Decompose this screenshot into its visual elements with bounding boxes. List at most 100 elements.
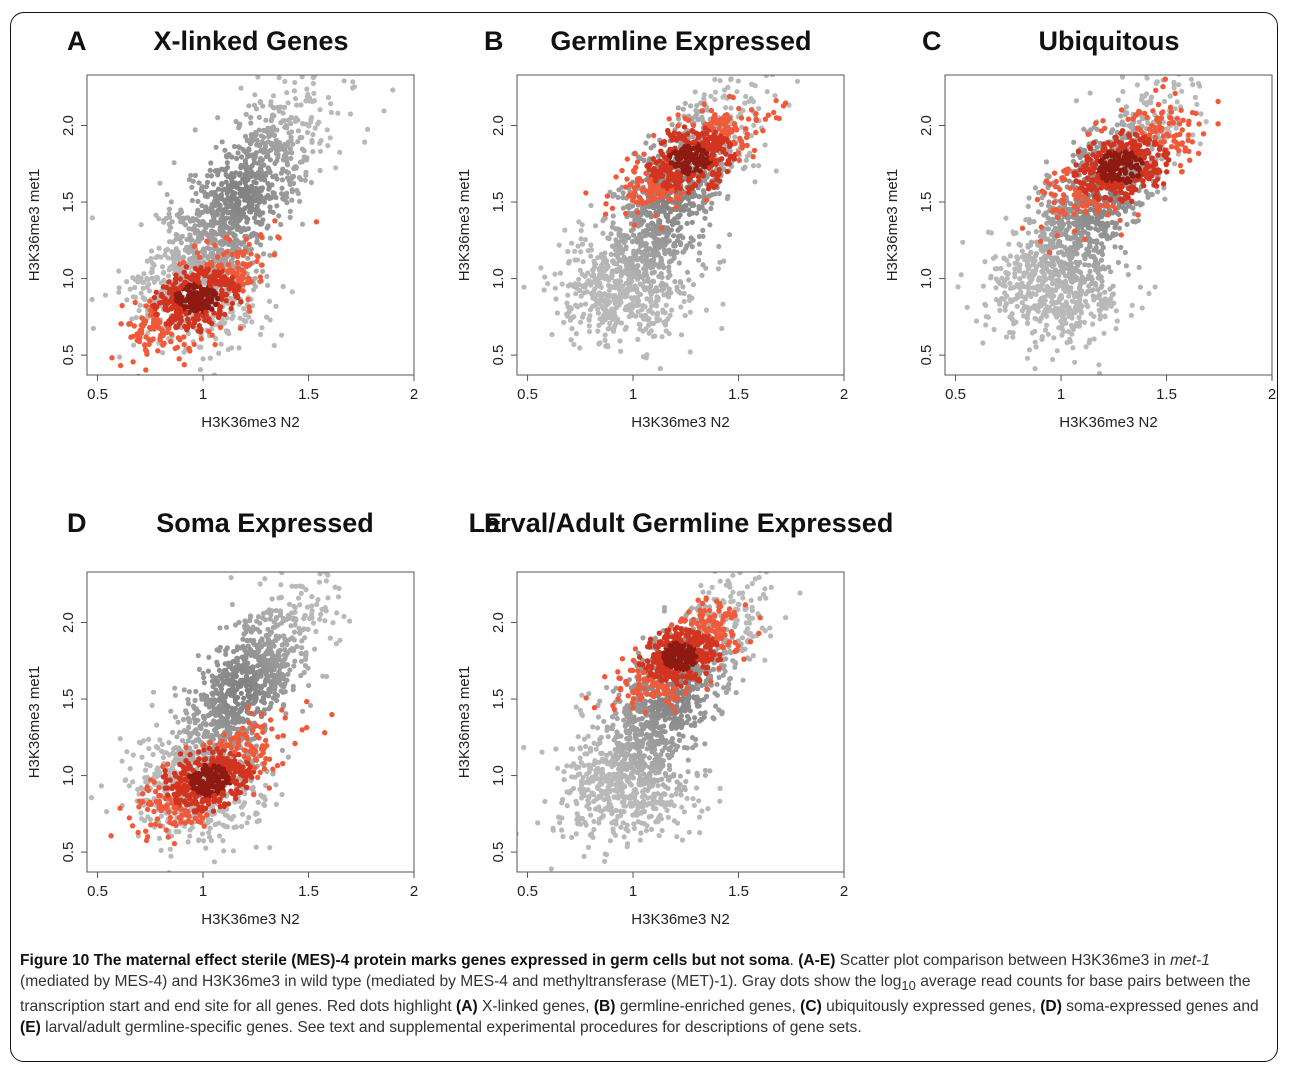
gray-point xyxy=(579,222,585,228)
highlight-point xyxy=(686,189,692,196)
gray-point xyxy=(743,93,749,100)
highlight-point xyxy=(701,164,708,170)
highlight-point xyxy=(221,274,228,280)
gray-point xyxy=(265,129,271,135)
gray-point xyxy=(643,312,649,318)
gray-point xyxy=(1073,98,1079,104)
gray-point xyxy=(280,166,286,172)
gray-point xyxy=(687,309,693,315)
gray-point xyxy=(756,163,762,169)
gray-point xyxy=(238,228,244,235)
gray-point xyxy=(658,207,664,213)
gray-point xyxy=(168,199,174,205)
highlight-point xyxy=(167,321,173,327)
gray-point xyxy=(960,239,966,245)
gray-point xyxy=(133,315,139,321)
gray-point xyxy=(216,350,222,356)
gray-point xyxy=(689,219,695,225)
gray-point xyxy=(317,148,324,154)
gray-point xyxy=(649,220,655,226)
gray-point xyxy=(258,176,264,182)
gray-point xyxy=(763,75,769,79)
gray-point xyxy=(1044,220,1050,226)
highlight-point xyxy=(172,316,178,322)
highlight-point xyxy=(225,262,232,268)
gray-point xyxy=(1162,98,1168,104)
highlight-point xyxy=(127,320,133,327)
highlight-point xyxy=(771,109,777,116)
gray-point xyxy=(219,214,225,220)
gray-point xyxy=(588,253,594,259)
gray-point xyxy=(626,277,632,283)
gray-point xyxy=(606,277,612,283)
gray-point xyxy=(1152,284,1158,290)
gray-point xyxy=(245,153,251,160)
highlight-point xyxy=(199,270,205,276)
gray-point xyxy=(245,226,251,232)
gray-point xyxy=(648,283,654,289)
highlight-point xyxy=(685,143,691,149)
gray-point xyxy=(1107,296,1114,302)
gray-point xyxy=(725,193,731,199)
highlight-point xyxy=(163,321,169,327)
gray-point xyxy=(1044,313,1050,319)
gray-point xyxy=(1154,68,1159,73)
gray-point xyxy=(381,108,387,114)
gray-point xyxy=(284,200,290,206)
gray-point xyxy=(1113,308,1119,314)
gray-point xyxy=(279,177,285,183)
highlight-point xyxy=(661,180,668,186)
highlight-point xyxy=(630,168,637,174)
gray-point xyxy=(1003,334,1010,340)
gray-point xyxy=(828,12,833,17)
gray-point xyxy=(207,222,213,228)
gray-point xyxy=(1086,262,1092,268)
gray-point xyxy=(657,365,663,372)
highlight-point xyxy=(259,234,265,241)
gray-point xyxy=(1129,302,1135,308)
gray-point xyxy=(648,145,654,151)
gray-point xyxy=(286,178,292,184)
gray-point xyxy=(166,206,172,212)
highlight-point xyxy=(166,279,172,285)
gray-point xyxy=(666,268,672,274)
highlight-point xyxy=(212,341,218,348)
gray-point xyxy=(1146,290,1152,297)
gray-point xyxy=(124,297,130,303)
gray-point xyxy=(1108,269,1114,275)
highlight-point xyxy=(681,160,688,166)
highlight-point xyxy=(179,283,185,289)
gray-point xyxy=(325,94,331,101)
gray-point xyxy=(200,356,206,362)
gray-point xyxy=(246,103,252,109)
gray-point xyxy=(566,258,573,264)
x-tick-label: 2 xyxy=(410,386,418,403)
gray-point xyxy=(144,258,150,264)
gray-point xyxy=(1045,203,1052,209)
gray-point xyxy=(620,270,626,276)
gray-point xyxy=(577,267,583,273)
highlight-point xyxy=(687,176,693,182)
gray-point xyxy=(692,89,698,95)
gray-point xyxy=(651,234,657,240)
gray-point xyxy=(1029,330,1035,336)
gray-point xyxy=(634,250,640,256)
gray-point xyxy=(641,157,647,163)
highlight-point xyxy=(735,150,742,156)
gray-point xyxy=(335,110,341,116)
highlight-point xyxy=(238,299,244,305)
gray-point xyxy=(212,189,218,195)
highlight-point xyxy=(205,296,211,302)
gray-point xyxy=(624,233,630,239)
highlight-point xyxy=(235,294,241,301)
gray-point xyxy=(245,255,251,261)
gray-point xyxy=(1192,94,1198,100)
gray-point xyxy=(750,163,757,169)
highlight-point xyxy=(716,166,722,173)
gray-point xyxy=(223,179,229,185)
gray-point xyxy=(707,193,713,199)
gray-point xyxy=(1082,148,1088,154)
gray-point xyxy=(304,86,310,92)
gray-point xyxy=(958,272,964,278)
